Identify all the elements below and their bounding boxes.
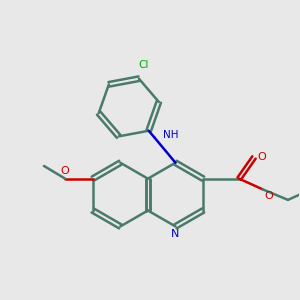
Text: Cl: Cl — [139, 60, 149, 70]
Text: N: N — [171, 229, 180, 239]
Text: NH: NH — [163, 130, 178, 140]
Text: O: O — [257, 152, 266, 162]
Text: O: O — [265, 190, 273, 201]
Text: O: O — [60, 166, 69, 176]
